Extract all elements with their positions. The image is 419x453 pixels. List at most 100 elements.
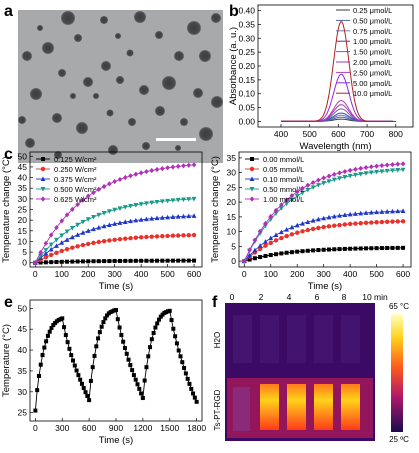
d-data-point-0: [364, 246, 369, 251]
c-data-point-4: [59, 218, 65, 224]
e-y-axis-label: Temperature (°C): [1, 324, 12, 397]
e-data-point: [144, 365, 149, 370]
c-data-point-1: [112, 237, 117, 242]
d-data-point-3: [358, 172, 364, 177]
time-label-2: 2: [259, 292, 264, 302]
e-data-point: [114, 308, 118, 313]
d-data-point-1: [321, 224, 326, 230]
b-y-axis-label: Absorbance (a. u.): [228, 27, 239, 105]
e-data-point: [62, 325, 67, 330]
c-data-point-1: [128, 235, 133, 241]
e-x-axis-label: Time (s): [99, 435, 133, 446]
c-data-point-2: [144, 216, 149, 222]
d-data-point-2: [358, 210, 364, 216]
chart-e-photostability-cycles: 0 300 600 900 1200 1500 1800 25 30 35 40 45 50 Time (…: [1, 299, 206, 446]
d-data-point-2: [247, 252, 252, 258]
e-data-point: [72, 363, 77, 368]
d-data-point-2: [331, 213, 337, 219]
e-data-point: [81, 386, 86, 391]
c-data-point-0: [107, 259, 112, 264]
d-x-tick-label: 100: [264, 269, 278, 279]
d-data-point-1: [400, 219, 406, 224]
c-data-point-4: [64, 212, 70, 218]
c-data-point-4: [112, 178, 117, 185]
d-data-point-2: [310, 218, 316, 223]
d-data-point-3: [305, 187, 311, 193]
e-data-point: [174, 341, 179, 346]
c-data-point-2: [191, 213, 197, 218]
b-y-tick-label: 0.15: [238, 75, 255, 85]
d-data-point-4: [369, 164, 374, 170]
d-x-tick-label: 200: [290, 269, 304, 279]
e-data-point: [189, 386, 194, 391]
c-data-point-3: [133, 203, 139, 208]
d-data-point-3: [315, 183, 321, 188]
d-y-tick-label: 25: [227, 182, 237, 192]
d-plot-frame: [238, 151, 412, 268]
d-legend-label-0: 0.00 mmol/L: [263, 155, 304, 164]
d-data-point-4: [284, 197, 289, 203]
b-legend-label-2: 0.75 μmol/L: [353, 27, 392, 36]
e-data-point: [135, 382, 140, 387]
d-data-point-3: [390, 168, 395, 174]
e-data-point: [83, 390, 88, 395]
c-data-point-0: [96, 259, 101, 264]
d-data-point-2: [289, 224, 295, 230]
c-data-point-2: [112, 221, 118, 226]
c-data-point-1: [170, 233, 176, 238]
b-y-tick-label: 0.05: [238, 103, 255, 113]
c-data-point-3: [101, 210, 107, 216]
c-data-point-1: [191, 232, 197, 238]
b-y-tick-label: 0.10: [238, 89, 255, 99]
d-data-point-1: [273, 238, 279, 243]
e-data-point: [176, 348, 181, 353]
e-x-tick-label: 0: [33, 423, 38, 433]
d-data-point-0: [326, 247, 331, 252]
c-data-point-4: [133, 171, 139, 177]
c-data-point-0: [139, 258, 144, 263]
c-data-point-0: [70, 259, 75, 264]
c-data-point-3: [170, 198, 176, 203]
d-data-point-0: [295, 249, 300, 254]
scale-min-label: 25 ºC: [389, 435, 409, 444]
e-data-point: [67, 346, 72, 351]
e-data-point: [51, 323, 56, 328]
d-data-point-0: [252, 256, 257, 261]
e-data-point: [97, 330, 102, 335]
c-data-point-2: [80, 230, 86, 235]
e-data-point: [167, 308, 172, 313]
b-legend-label-4: 1.50 μmol/L: [353, 48, 392, 57]
c-y-tick-label: 45: [18, 162, 28, 172]
thermal-image-panel: 0 2 4 6 8 10 min H2O Ts-PT-RGD 65 °C 25 …: [213, 292, 409, 444]
b-y-tick-label: 0.25: [238, 47, 255, 57]
c-data-point-2: [186, 213, 192, 219]
d-data-point-2: [368, 209, 374, 215]
c-data-point-4: [96, 186, 102, 192]
d-data-point-3: [284, 201, 290, 207]
e-data-point: [35, 388, 40, 393]
e-data-point: [36, 373, 41, 378]
e-data-point: [180, 360, 185, 365]
d-data-point-2: [257, 243, 263, 248]
e-data-point: [79, 381, 84, 386]
e-data-point: [157, 317, 161, 322]
d-data-point-0: [311, 248, 316, 253]
c-data-point-0: [192, 258, 197, 263]
e-data-point: [78, 377, 83, 382]
color-scale-bar: [391, 314, 403, 432]
c-y-tick-label: 50: [18, 151, 28, 161]
c-data-point-1: [48, 252, 54, 258]
d-data-point-1: [353, 221, 358, 226]
b-series-line-8: [281, 21, 396, 122]
c-x-tick-label: 600: [187, 269, 201, 279]
d-data-point-3: [289, 197, 295, 203]
d-data-point-1: [305, 227, 310, 233]
c-data-point-3: [91, 214, 96, 220]
e-data-point: [47, 329, 52, 334]
d-data-point-3: [337, 176, 342, 181]
d-data-point-0: [342, 246, 347, 251]
c-data-point-0: [160, 258, 165, 263]
e-data-point: [130, 368, 135, 373]
c-data-point-0: [155, 258, 160, 263]
c-data-point-4: [48, 232, 54, 238]
